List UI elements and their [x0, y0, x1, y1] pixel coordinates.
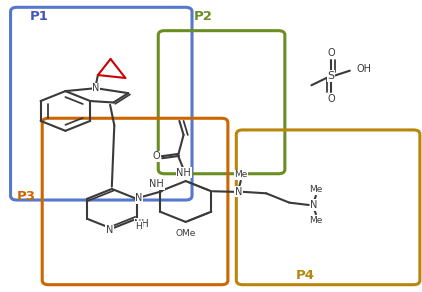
Text: N: N: [235, 187, 242, 197]
Text: Me: Me: [309, 216, 322, 225]
Text: P3: P3: [17, 190, 36, 203]
Text: P2: P2: [194, 10, 213, 23]
Text: N: N: [310, 200, 317, 210]
Text: N: N: [135, 193, 143, 203]
Text: P4: P4: [295, 269, 314, 282]
Text: O: O: [327, 94, 335, 104]
Text: NH: NH: [134, 219, 149, 229]
Text: OMe: OMe: [176, 229, 196, 237]
Text: O: O: [153, 151, 160, 161]
Text: NH: NH: [176, 168, 191, 178]
Text: N: N: [106, 225, 114, 235]
Text: Me: Me: [234, 171, 247, 179]
Text: S: S: [328, 71, 335, 81]
Text: O: O: [327, 48, 335, 58]
Text: NH: NH: [149, 179, 164, 189]
Text: OH: OH: [357, 64, 372, 74]
Text: N: N: [92, 83, 100, 93]
Text: Me: Me: [309, 185, 322, 194]
Text: H: H: [135, 222, 142, 230]
Text: P1: P1: [30, 10, 49, 23]
